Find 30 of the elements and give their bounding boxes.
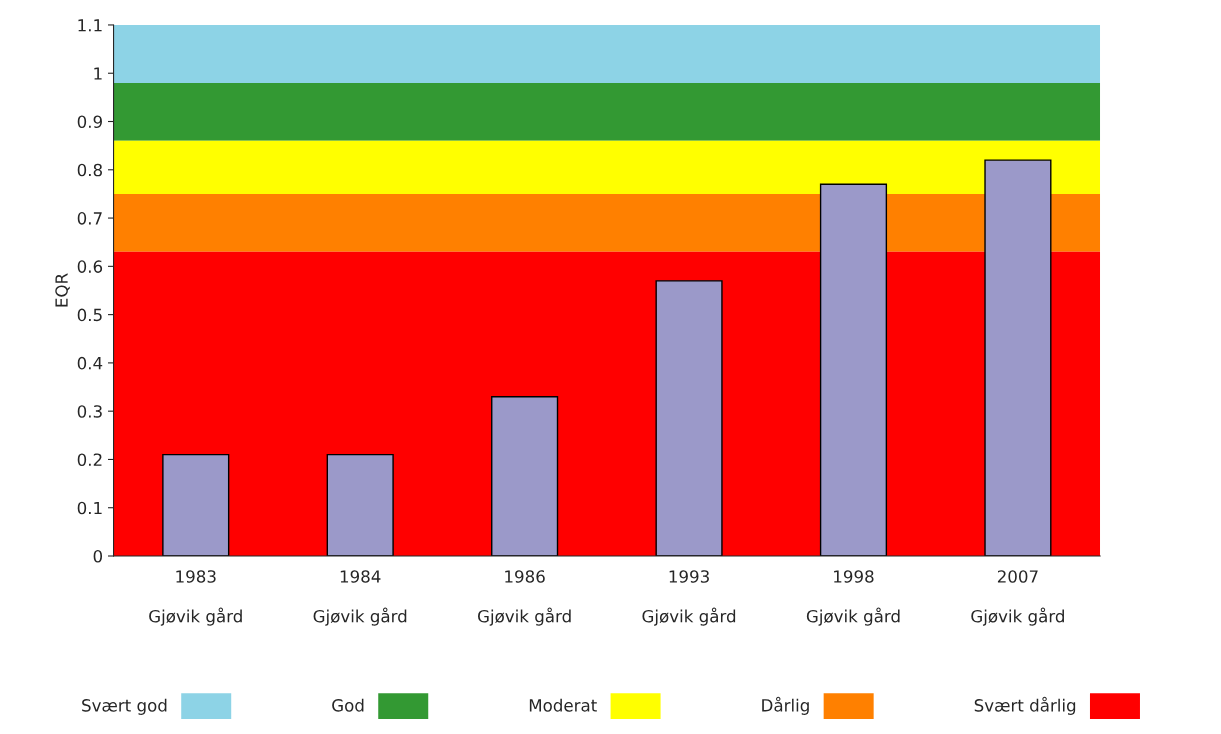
legend-label: Svært god (82, 698, 167, 715)
bar (162, 453, 230, 556)
bar (819, 183, 888, 556)
bar (655, 280, 723, 556)
legend-label: Moderat (529, 698, 597, 712)
y-tick-label: 0.6 (77, 260, 103, 273)
legend-label: Dårlig (762, 696, 809, 715)
bar (984, 159, 1052, 556)
category-label: 1984 Gjøvik gård (313, 570, 407, 626)
y-axis-title: EQR (55, 273, 70, 307)
y-tick-label: 0.5 (77, 308, 102, 322)
y-tick-label: 1 (94, 67, 102, 80)
bar (491, 395, 559, 556)
category-label: 2007 Gjøvik gård (971, 570, 1064, 626)
category-label: 1986 Gjøvik gård (478, 570, 571, 626)
bar (326, 453, 394, 556)
y-tick-label: 0.8 (77, 163, 102, 177)
category-label: 1998 Gjøvik gård (806, 570, 900, 626)
y-tick-label: 0.9 (77, 115, 102, 129)
y-tick-label: 1.1 (78, 19, 102, 32)
y-tick-label: 0 (93, 549, 103, 563)
y-tick-label: 0.1 (77, 501, 102, 515)
category-label: 1993 Gjøvik gård (642, 570, 736, 626)
y-tick-label: 0.2 (77, 453, 102, 467)
legend-label: God (332, 698, 364, 712)
legend-label: Svært dårlig (974, 696, 1076, 715)
y-tick-label: 0.4 (77, 356, 103, 370)
category-label: 1983 Gjøvik gård (149, 570, 242, 626)
y-tick-label: 0.3 (77, 405, 102, 418)
y-tick-label: 0.7 (77, 212, 102, 225)
